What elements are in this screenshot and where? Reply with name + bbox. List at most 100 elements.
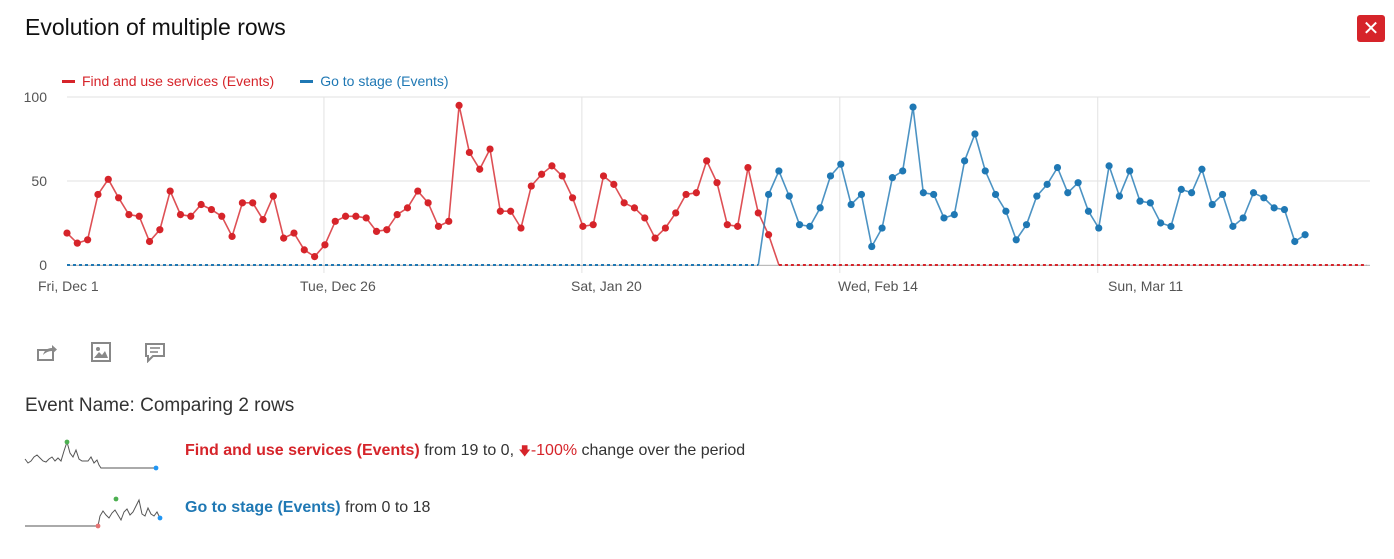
summary-change-1: -100%	[530, 442, 578, 459]
data-point	[641, 214, 649, 222]
summary-text-series-1: Find and use services (Events) from 19 t…	[185, 442, 745, 463]
x-tick-label: Tue, Dec 26	[300, 278, 376, 294]
data-point	[393, 211, 401, 219]
data-point	[744, 163, 752, 172]
legend-item-series-2[interactable]: Go to stage (Events)	[300, 73, 449, 89]
data-point	[909, 103, 917, 111]
evolution-line-chart: 0 50 100 Fri, Dec 1 Tue, Dec 26 Sat, Jan 20 We…	[24, 89, 1370, 294]
data-point	[692, 189, 700, 197]
close-icon: ✕	[1362, 17, 1380, 40]
chart-legend: Find and use services (Events) Go to sta…	[62, 73, 449, 89]
data-point	[1239, 214, 1247, 222]
data-point	[94, 190, 102, 199]
data-point	[971, 130, 979, 138]
summary-range-2: from 0 to 18	[340, 499, 431, 516]
data-point	[568, 194, 577, 202]
chart-toolbar	[36, 341, 166, 363]
data-point	[1218, 190, 1227, 199]
data-point	[1043, 180, 1051, 188]
data-point	[703, 157, 711, 165]
data-point	[517, 224, 525, 232]
data-point	[362, 214, 370, 222]
data-point	[311, 253, 319, 261]
x-tick-label: Fri, Dec 1	[38, 278, 99, 294]
legend-item-series-1[interactable]: Find and use services (Events)	[62, 73, 274, 89]
data-point	[84, 236, 92, 244]
data-point	[888, 174, 896, 182]
data-point	[589, 221, 597, 229]
share-icon[interactable]	[36, 341, 58, 363]
data-point	[372, 227, 381, 235]
data-point	[1177, 185, 1185, 193]
data-point	[434, 222, 443, 230]
data-point	[1095, 224, 1103, 232]
series-line-2	[757, 106, 1306, 266]
data-point	[1053, 163, 1062, 172]
data-point	[857, 190, 866, 199]
data-point	[579, 222, 587, 230]
legend-swatch-series-1	[62, 79, 75, 83]
data-point	[1229, 222, 1237, 230]
data-point	[321, 241, 329, 249]
data-point	[1126, 167, 1134, 175]
data-point	[104, 175, 112, 183]
data-point	[1167, 222, 1175, 230]
data-point	[754, 209, 762, 217]
data-point	[1188, 189, 1196, 197]
data-point	[1084, 207, 1093, 215]
data-point	[1136, 197, 1144, 205]
legend-label-series-1: Find and use services (Events)	[82, 73, 275, 89]
data-point	[734, 222, 742, 230]
data-point	[981, 167, 989, 175]
data-point	[651, 234, 659, 242]
data-point	[207, 205, 216, 214]
annotation-icon[interactable]	[144, 341, 166, 363]
data-point	[950, 211, 958, 219]
summary-heading: Event Name: Comparing 2 rows	[25, 395, 295, 416]
data-point	[672, 209, 680, 217]
data-point	[145, 237, 154, 246]
data-point	[465, 148, 473, 157]
data-point	[176, 211, 185, 219]
data-point	[156, 226, 164, 234]
data-point	[507, 207, 515, 215]
image-icon[interactable]	[90, 341, 112, 363]
data-point	[1291, 237, 1299, 246]
data-point	[961, 157, 969, 165]
data-point	[1074, 179, 1082, 187]
summary-series-name-2[interactable]: Go to stage (Events)	[185, 499, 341, 516]
data-point	[527, 182, 535, 190]
data-point	[73, 239, 81, 247]
data-point	[1157, 219, 1165, 227]
data-point	[878, 224, 886, 232]
data-point	[868, 242, 876, 251]
data-point	[290, 229, 298, 237]
data-point	[599, 172, 608, 180]
close-button[interactable]: ✕	[1357, 15, 1385, 42]
sparkline-series-1	[24, 439, 159, 471]
data-point	[383, 226, 391, 234]
data-point	[352, 212, 360, 220]
data-point	[63, 229, 71, 237]
data-point	[630, 204, 639, 212]
data-point	[259, 216, 267, 224]
data-point	[816, 204, 824, 212]
data-point	[930, 190, 938, 199]
series-line-1	[66, 105, 780, 266]
summary-series-name-1[interactable]: Find and use services (Events)	[185, 442, 420, 459]
legend-swatch-series-2	[300, 79, 314, 83]
data-point	[1249, 189, 1258, 197]
data-point	[166, 187, 174, 195]
data-point	[1146, 199, 1154, 207]
data-point	[558, 172, 566, 180]
summary-text-series-2: Go to stage (Events) from 0 to 18	[185, 499, 430, 517]
data-point	[114, 194, 123, 202]
data-point	[331, 217, 339, 225]
summary-range-1: from 19 to 0,	[419, 442, 519, 459]
data-point	[899, 167, 907, 175]
data-point	[764, 231, 773, 239]
data-point	[1064, 189, 1072, 197]
data-point	[218, 212, 226, 220]
data-point	[837, 160, 845, 168]
data-point	[228, 232, 236, 241]
